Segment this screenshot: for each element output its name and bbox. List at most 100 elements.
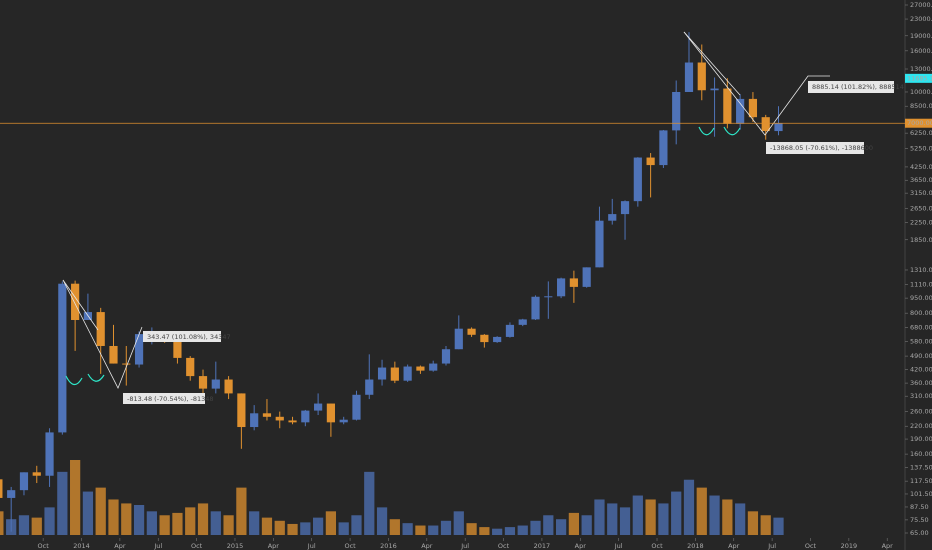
x-tick-label: Oct <box>191 542 203 550</box>
volume-bar <box>504 527 516 535</box>
volume-bar <box>683 479 695 535</box>
candle-body <box>429 363 438 371</box>
x-tick-label: Oct <box>498 542 510 550</box>
volume-bar <box>159 515 170 535</box>
x-tick-label: Jul <box>307 542 316 550</box>
candle-body <box>19 472 29 491</box>
trend-line <box>62 279 99 331</box>
volume-bar <box>543 515 554 535</box>
candle-body <box>339 419 348 423</box>
volume-bar <box>428 525 439 535</box>
volume-bar <box>18 515 30 535</box>
y-tick-label: 950.00 <box>910 294 932 302</box>
label-box <box>808 81 894 93</box>
volume-bar <box>632 495 643 535</box>
y-tick-label: 310.00 <box>910 392 932 400</box>
y-tick-label: 1310.00 <box>910 266 932 274</box>
y-tick-label: 19000.00 <box>910 32 932 40</box>
x-tick-label: 2019 <box>841 542 858 550</box>
y-tick-label: 13000.00 <box>910 65 932 73</box>
candle-body <box>301 410 310 423</box>
volume-bar <box>760 515 771 535</box>
volume-bar <box>236 487 247 535</box>
candle-body <box>723 88 732 124</box>
volume-bar <box>95 487 106 535</box>
volume-bar <box>568 512 580 535</box>
volume-bar <box>287 523 298 535</box>
x-tick-label: 2016 <box>380 542 397 550</box>
candle-body <box>531 296 540 320</box>
pattern-curve <box>698 126 715 136</box>
candle-body <box>134 334 144 365</box>
candle-body <box>672 91 681 131</box>
candle-body <box>390 367 399 381</box>
volume-bar <box>773 517 784 535</box>
x-tick-label: Apr <box>114 542 126 550</box>
volume-bar <box>223 515 234 535</box>
pattern-curve <box>723 126 741 136</box>
volume-bar <box>517 525 528 535</box>
candle-body <box>122 363 131 365</box>
volume-bar <box>376 507 388 535</box>
candle-body <box>365 379 374 395</box>
candle-body <box>211 379 220 389</box>
target-line-tag <box>905 73 932 83</box>
volume-bar <box>325 511 337 535</box>
candle-body <box>32 472 41 476</box>
candle-body <box>352 394 361 420</box>
volume-bar <box>44 507 55 535</box>
candle-body <box>262 413 272 417</box>
y-tick-label: 800.00 <box>910 309 932 317</box>
y-tick-label: 117.50 <box>910 477 932 485</box>
candle-body <box>544 296 553 298</box>
candle-body <box>518 319 527 325</box>
y-tick-label: 580.00 <box>910 337 932 345</box>
trend-line <box>683 31 741 96</box>
trend-line <box>683 31 830 136</box>
y-tick-label: 16000.00 <box>910 47 932 55</box>
candle-body <box>45 432 54 476</box>
x-tick-label: Apr <box>421 542 433 550</box>
candle-body <box>659 130 668 166</box>
x-tick-label: Oct <box>651 542 663 550</box>
candle-body <box>620 201 630 215</box>
volume-bar <box>492 528 503 535</box>
volume-bar <box>735 503 746 535</box>
volume-bar <box>607 503 618 535</box>
x-tick-label: Jul <box>767 542 776 550</box>
y-tick-label: 10000.00 <box>910 88 932 96</box>
candle-body <box>697 62 706 91</box>
candle-body <box>684 62 694 92</box>
volume-bar <box>440 520 452 535</box>
volume-bar <box>453 511 464 535</box>
candle-body <box>377 367 387 380</box>
volume-bar <box>185 507 196 535</box>
x-tick-label: Apr <box>575 542 587 550</box>
candle-body <box>71 283 80 320</box>
y-tick-label: 420.00 <box>910 366 932 374</box>
candle-body <box>441 349 451 364</box>
measure-label: 343.47 (101.08%), 34347 <box>147 333 231 341</box>
volume-bar <box>31 517 42 535</box>
candle-body <box>569 278 578 287</box>
x-tick-label: Apr <box>728 542 740 550</box>
volume-bar <box>57 471 68 535</box>
y-tick-label: 2650.00 <box>910 204 932 212</box>
measure-label: -13868.05 (-70.61%), -1388600 <box>770 144 873 152</box>
target-line-label: 11685.14 <box>907 74 932 82</box>
price-line-label: 7000.00 <box>907 119 932 127</box>
y-tick-label: 101.50 <box>910 490 932 498</box>
volume-bar <box>709 495 720 535</box>
candle-body <box>595 220 604 268</box>
y-tick-label: 5250.00 <box>910 144 932 152</box>
x-tick-label: Apr <box>882 542 894 550</box>
volume-bar <box>70 460 81 535</box>
candle-body <box>403 366 412 381</box>
pattern-curve <box>65 375 83 386</box>
candle-body <box>109 345 118 364</box>
volume-bar <box>351 515 362 535</box>
y-tick-label: 8500.00 <box>910 102 932 110</box>
volume-bar <box>133 505 145 535</box>
candle-body <box>173 340 182 358</box>
